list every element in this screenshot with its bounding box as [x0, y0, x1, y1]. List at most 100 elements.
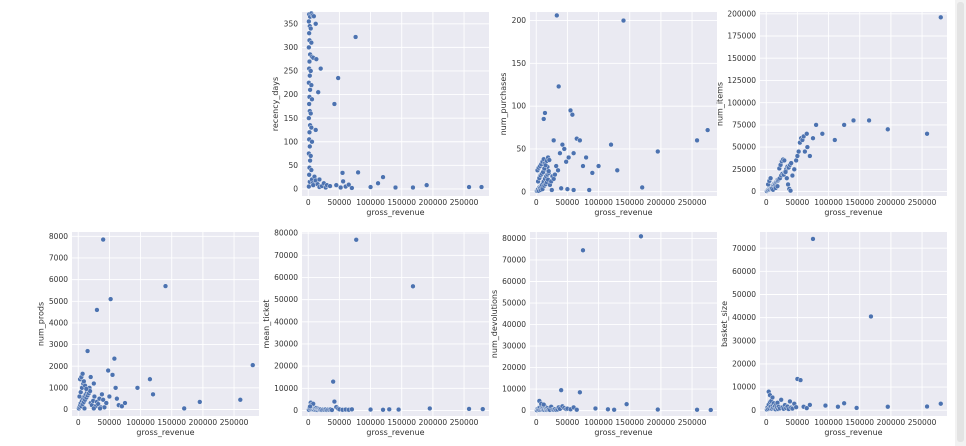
- y-tick-label: 20000: [274, 362, 298, 371]
- plot-area: [760, 232, 947, 416]
- plot-area: [72, 232, 259, 416]
- scatter-point: [81, 378, 87, 384]
- scatter-point: [307, 403, 313, 410]
- scatter-point: [100, 397, 106, 403]
- x-tick-label: 0: [764, 198, 769, 207]
- y-axis-label: num_devolutions: [490, 290, 499, 358]
- scatter-point: [620, 17, 627, 24]
- scatter-point: [308, 25, 314, 32]
- x-tick-label: 50000: [555, 198, 579, 207]
- scatter-point: [804, 131, 810, 137]
- scatter-point: [571, 187, 577, 193]
- scatter-point: [614, 167, 620, 173]
- scatter-point: [542, 162, 549, 168]
- scatter-point: [79, 371, 86, 377]
- y-tick-label: 10000: [732, 383, 756, 392]
- scatter-point: [103, 400, 109, 406]
- x-tick-label: 100000: [814, 198, 843, 207]
- scatter-point: [639, 184, 645, 191]
- scatter-point: [310, 182, 316, 188]
- scatter-point: [147, 376, 153, 382]
- x-tick-label: 150000: [157, 418, 186, 427]
- x-tick-label: 150000: [615, 418, 644, 427]
- y-tick-label: 60000: [274, 273, 298, 282]
- subplot-prods: 0 50000 100000 150000 200000 250000 0 1000 2000 3…: [37, 232, 259, 437]
- scatter-point: [313, 56, 319, 62]
- x-tick-label: 50000: [327, 418, 351, 427]
- y-tick-label: 40000: [732, 313, 756, 322]
- scatter-point: [552, 172, 558, 178]
- subplot-recency: 0 50000 100000 150000 200000 250000 0 50 100 150 2…: [271, 10, 489, 217]
- y-tick-label: 40000: [274, 317, 298, 326]
- x-tick-label: 200000: [877, 418, 906, 427]
- x-tick-label: 200000: [419, 418, 448, 427]
- y-tick-label: 50000: [732, 143, 756, 152]
- scatter-point: [306, 44, 312, 50]
- scatter-point: [83, 386, 89, 392]
- scatter-point: [854, 405, 860, 411]
- scatter-point: [307, 143, 313, 150]
- scatter-point: [331, 101, 338, 107]
- scatter-point: [586, 187, 592, 193]
- scatter-point: [113, 385, 119, 391]
- y-tick-label: 50000: [274, 295, 298, 304]
- subplot-ticket: 0 50000 100000 150000 200000 250000 0 10000 2000…: [262, 229, 489, 437]
- scatter-point: [355, 169, 361, 176]
- scatter-point: [796, 148, 802, 155]
- scatter-point: [375, 180, 381, 186]
- y-axis-label: recency_days: [271, 77, 280, 131]
- scatter-point: [108, 296, 114, 302]
- scatter-point: [111, 356, 117, 362]
- subplot-devolutions: 0 50000 100000 150000 200000 250000 0 10000 2000…: [490, 232, 717, 437]
- scatter-point: [791, 166, 797, 172]
- scatter-point: [569, 112, 575, 118]
- scatter-point: [558, 185, 564, 191]
- scatter-point: [841, 400, 847, 406]
- y-tick-label: 30000: [732, 336, 756, 345]
- scatter-point: [787, 398, 793, 405]
- scatter-point: [386, 406, 392, 412]
- scatter-point: [767, 175, 774, 181]
- scatter-point: [424, 182, 430, 188]
- x-tick-label: 50000: [97, 418, 121, 427]
- x-tick-label: 200000: [877, 198, 906, 207]
- scatter-point: [885, 404, 891, 410]
- scatter-point: [793, 404, 799, 410]
- scatter-point: [307, 73, 313, 79]
- y-tick-label: 300: [284, 43, 299, 52]
- scatter-point: [392, 184, 399, 191]
- scatter-point: [353, 34, 359, 40]
- scatter-point: [114, 396, 120, 402]
- y-tick-label: 200000: [727, 9, 756, 18]
- y-tick-label: 80000: [274, 229, 298, 238]
- y-tick-label: 0: [521, 187, 526, 196]
- scatter-point: [307, 87, 313, 93]
- scatter-point: [109, 372, 116, 378]
- y-tick-label: 0: [751, 187, 756, 196]
- scatter-point: [466, 184, 472, 190]
- scatter-point: [608, 142, 614, 148]
- x-axis-label: gross_revenue: [824, 208, 882, 217]
- y-tick-label: 0: [751, 406, 756, 415]
- scatter-point: [807, 402, 813, 408]
- scatter-point: [122, 400, 128, 406]
- x-tick-label: 150000: [845, 418, 874, 427]
- subplot-purchases: 0 50000 100000 150000 200000 250000 0 50 100 150 2…: [499, 12, 717, 217]
- plot-area: [530, 12, 717, 196]
- scrollbar-thumb[interactable]: [957, 2, 964, 442]
- y-tick-label: 250: [284, 67, 299, 76]
- scatter-point: [788, 160, 794, 166]
- scatter-point: [106, 393, 113, 400]
- scatter-point: [76, 393, 83, 400]
- scatter-point: [99, 391, 105, 397]
- x-tick-label: 200000: [189, 418, 218, 427]
- scatter-point: [705, 127, 711, 133]
- scatter-point: [810, 236, 816, 242]
- scatter-point: [307, 158, 313, 164]
- scatter-point: [250, 362, 256, 368]
- scatter-point: [787, 188, 794, 194]
- scatter-point: [611, 407, 617, 413]
- scatter-point: [316, 176, 323, 183]
- scatter-point: [551, 137, 557, 143]
